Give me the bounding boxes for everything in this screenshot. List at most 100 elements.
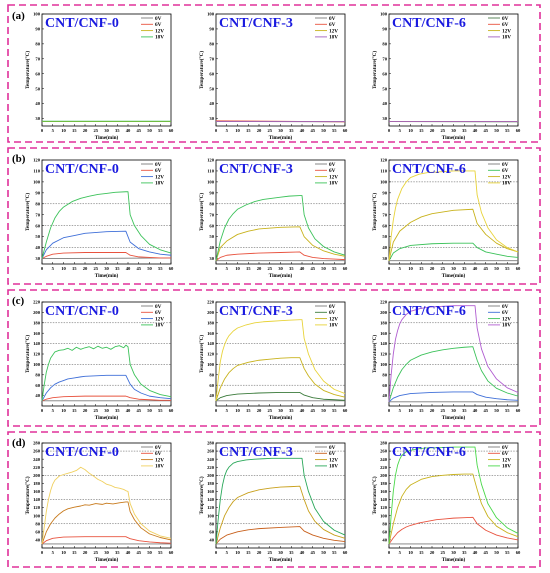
x-tick-label: 45 bbox=[310, 266, 315, 271]
legend-label: 18V bbox=[155, 464, 164, 470]
y-tick-label: 90 bbox=[209, 27, 214, 32]
x-axis-title: Time(min) bbox=[442, 414, 466, 421]
x-tick-label: 40 bbox=[473, 128, 478, 133]
x-tick-label: 60 bbox=[516, 128, 521, 133]
x-tick-label: 60 bbox=[516, 408, 521, 413]
legend-label: 18V bbox=[155, 323, 164, 329]
y-tick-label: 30 bbox=[382, 256, 387, 261]
series-line-6V bbox=[388, 242, 519, 261]
panel-border bbox=[7, 431, 541, 568]
y-tick-label: 140 bbox=[380, 341, 388, 346]
legend-label: 0V bbox=[502, 304, 509, 310]
x-tick-label: 60 bbox=[343, 408, 348, 413]
legend-label: 12V bbox=[329, 174, 338, 180]
legend-label: 18V bbox=[329, 464, 338, 470]
x-tick-label: 20 bbox=[83, 550, 88, 555]
legend-label: 18V bbox=[155, 35, 164, 41]
series-line-18V bbox=[215, 195, 346, 261]
legend-label: 0V bbox=[502, 445, 509, 451]
chart-title: CNT/CNF-3 bbox=[219, 162, 293, 177]
x-tick-label: 45 bbox=[310, 408, 315, 413]
y-tick-label: 50 bbox=[209, 234, 214, 239]
x-tick-label: 0 bbox=[215, 550, 218, 555]
x-tick-label: 20 bbox=[430, 408, 435, 413]
x-tick-label: 45 bbox=[136, 408, 141, 413]
y-tick-label: 40 bbox=[209, 393, 214, 398]
x-tick-label: 35 bbox=[462, 550, 467, 555]
y-tick-label: 280 bbox=[380, 441, 388, 446]
x-tick-label: 20 bbox=[83, 266, 88, 271]
x-tick-label: 40 bbox=[473, 408, 478, 413]
x-tick-label: 60 bbox=[516, 550, 521, 555]
chart-5: 0 5 10 15 20 25 30 35 40 45 50 55 60 30 40 50 60 70 80 90 10… bbox=[198, 158, 348, 279]
y-tick-label: 200 bbox=[33, 310, 41, 315]
y-tick-label: 60 bbox=[35, 383, 40, 388]
x-tick-label: 30 bbox=[104, 128, 109, 133]
y-tick-label: 280 bbox=[207, 441, 215, 446]
x-tick-label: 20 bbox=[257, 550, 262, 555]
y-tick-label: 240 bbox=[207, 457, 215, 462]
x-tick-label: 10 bbox=[61, 408, 66, 413]
x-tick-label: 5 bbox=[226, 408, 229, 413]
x-tick-label: 45 bbox=[310, 128, 315, 133]
x-tick-label: 50 bbox=[321, 550, 326, 555]
series-line-18V bbox=[41, 344, 172, 401]
x-tick-label: 60 bbox=[343, 128, 348, 133]
chart-title: CNT/CNF-6 bbox=[392, 16, 466, 31]
panel-label: (b) bbox=[12, 153, 26, 165]
legend-label: 6V bbox=[329, 451, 336, 457]
y-tick-label: 30 bbox=[209, 256, 214, 261]
x-tick-label: 60 bbox=[343, 266, 348, 271]
x-axis-title: Time(min) bbox=[95, 272, 119, 279]
x-tick-label: 25 bbox=[93, 128, 98, 133]
x-tick-label: 25 bbox=[267, 266, 272, 271]
y-axis-title: Temperature(°C) bbox=[371, 476, 378, 514]
y-axis-title: Temperature(°C) bbox=[198, 335, 205, 373]
series-line-6V bbox=[388, 516, 519, 545]
x-tick-label: 20 bbox=[83, 408, 88, 413]
y-tick-label: 30 bbox=[35, 116, 40, 121]
x-tick-label: 0 bbox=[215, 266, 218, 271]
series-line-18V bbox=[388, 305, 519, 402]
y-tick-label: 90 bbox=[35, 27, 40, 32]
x-tick-label: 60 bbox=[516, 266, 521, 271]
x-tick-label: 15 bbox=[246, 128, 251, 133]
y-tick-label: 180 bbox=[33, 320, 41, 325]
x-tick-label: 10 bbox=[235, 550, 240, 555]
chart-title: CNT/CNF-0 bbox=[45, 162, 119, 177]
x-tick-label: 45 bbox=[483, 128, 488, 133]
legend-label: 0V bbox=[155, 16, 162, 22]
x-axis-title: Time(min) bbox=[95, 134, 119, 141]
x-tick-label: 50 bbox=[321, 408, 326, 413]
y-tick-label: 50 bbox=[382, 86, 387, 91]
y-tick-label: 40 bbox=[35, 393, 40, 398]
y-tick-label: 140 bbox=[33, 497, 41, 502]
y-tick-label: 140 bbox=[207, 341, 215, 346]
y-tick-label: 120 bbox=[380, 505, 388, 510]
y-tick-label: 80 bbox=[35, 521, 40, 526]
x-tick-label: 15 bbox=[72, 128, 77, 133]
x-tick-label: 25 bbox=[93, 550, 98, 555]
legend-label: 6V bbox=[329, 22, 336, 28]
legend-label: 12V bbox=[502, 28, 511, 34]
x-tick-label: 20 bbox=[430, 266, 435, 271]
x-axis-title: Time(min) bbox=[442, 134, 466, 141]
x-tick-label: 0 bbox=[215, 128, 218, 133]
y-tick-label: 140 bbox=[207, 497, 215, 502]
legend-label: 12V bbox=[155, 457, 164, 463]
x-tick-label: 10 bbox=[408, 550, 413, 555]
panel-border bbox=[7, 289, 541, 427]
legend-label: 18V bbox=[502, 35, 511, 41]
y-tick-label: 80 bbox=[35, 41, 40, 46]
x-tick-label: 25 bbox=[440, 408, 445, 413]
y-tick-label: 120 bbox=[380, 352, 388, 357]
x-tick-label: 35 bbox=[289, 266, 294, 271]
y-tick-label: 100 bbox=[207, 513, 215, 518]
x-tick-label: 40 bbox=[126, 128, 131, 133]
x-tick-label: 0 bbox=[388, 408, 391, 413]
x-tick-label: 60 bbox=[169, 128, 174, 133]
y-axis-title: Temperature(°C) bbox=[371, 51, 378, 89]
legend-label: 12V bbox=[502, 174, 511, 180]
y-tick-label: 80 bbox=[209, 41, 214, 46]
y-tick-label: 40 bbox=[382, 538, 387, 543]
